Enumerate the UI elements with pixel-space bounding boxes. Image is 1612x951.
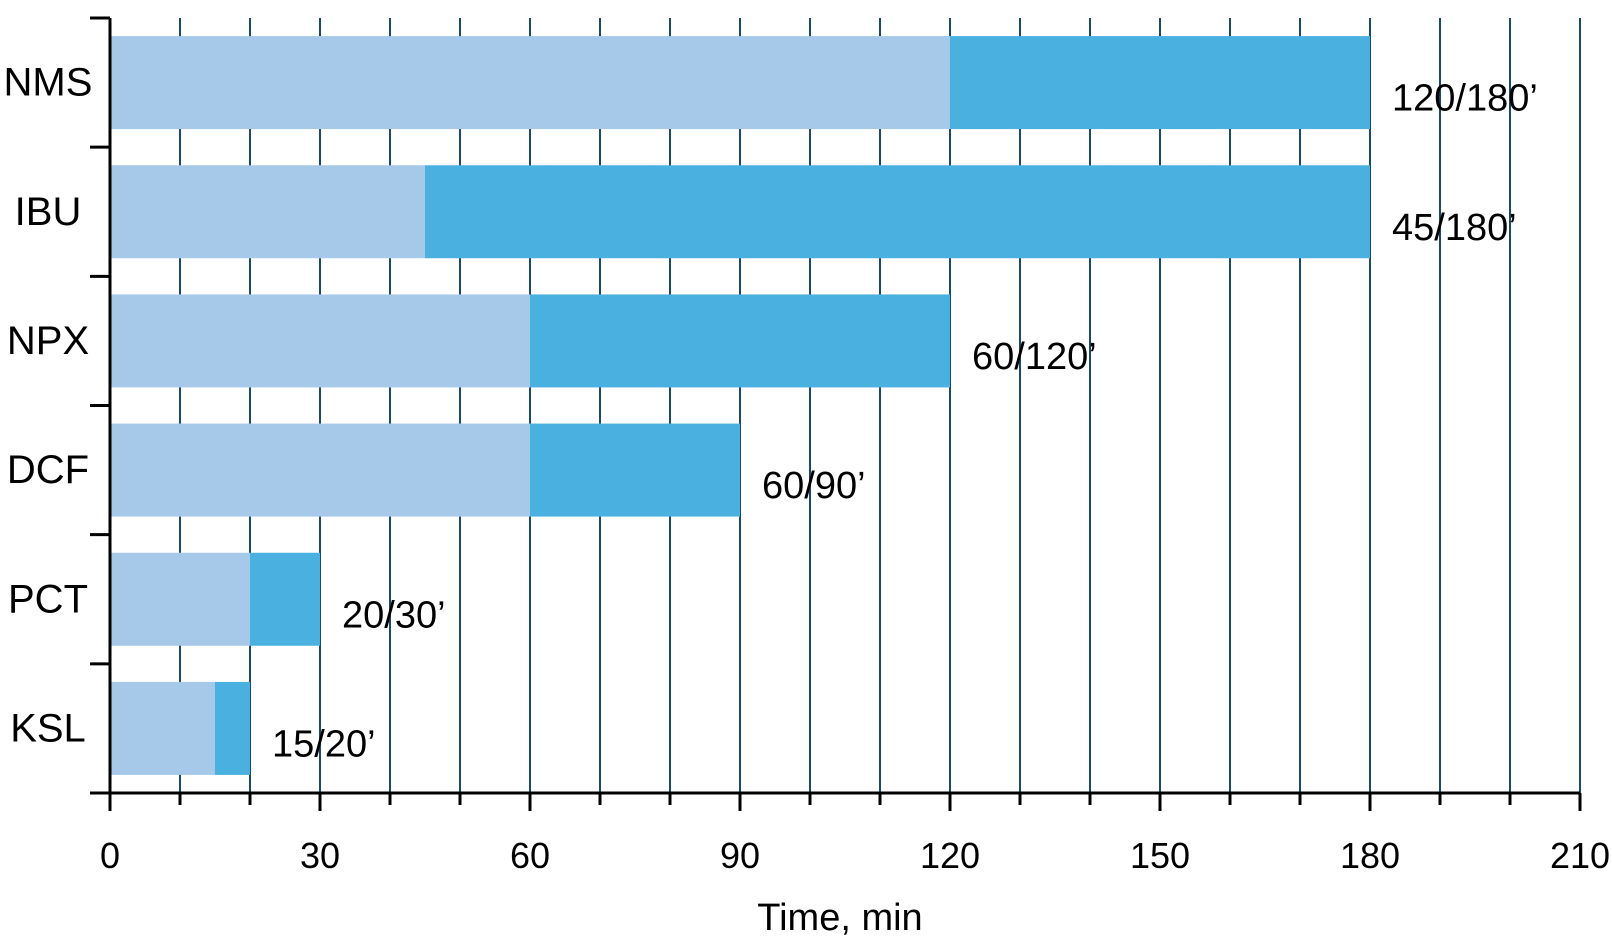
x-tick-label: 30 <box>300 835 340 876</box>
bar-segment-npx-2 <box>530 294 950 388</box>
bar-segment-dcf-1 <box>110 423 530 517</box>
bar-segment-ibu-2 <box>425 165 1370 259</box>
axes-layer <box>90 16 1582 811</box>
bars-layer <box>110 36 1370 775</box>
x-axis-title: Time, min <box>757 897 922 939</box>
x-tick-label: 90 <box>720 835 760 876</box>
x-tick-label: 60 <box>510 835 550 876</box>
x-tick-label: 0 <box>100 835 120 876</box>
category-label: DCF <box>7 448 89 492</box>
bar-segment-ibu-1 <box>110 165 425 259</box>
category-label: PCT <box>8 577 88 621</box>
bar-segment-npx-1 <box>110 294 530 388</box>
data-label: 60/90’ <box>762 465 866 507</box>
data-label: 60/120’ <box>972 336 1097 378</box>
grid-layer <box>179 18 1581 793</box>
bar-segment-nms-1 <box>110 36 950 130</box>
bar-segment-nms-2 <box>950 36 1370 130</box>
x-tick-label: 150 <box>1130 835 1190 876</box>
bar-segment-pct-2 <box>250 552 320 646</box>
bar-segment-ksl-1 <box>110 681 215 775</box>
bar-segment-pct-1 <box>110 552 250 646</box>
bar-segment-dcf-2 <box>530 423 740 517</box>
x-tick-label: 120 <box>920 835 980 876</box>
data-label: 20/30’ <box>342 594 446 636</box>
data-label: 120/180’ <box>1392 78 1538 120</box>
category-label: NPX <box>7 319 89 363</box>
data-label: 45/180’ <box>1392 207 1517 249</box>
data-label: 15/20’ <box>272 723 376 765</box>
x-tick-label: 210 <box>1550 835 1610 876</box>
x-tick-label: 180 <box>1340 835 1400 876</box>
labels-layer: NMS 120/180’ IBU 45/180’ NPX 60/120’ DCF 60/90’… <box>4 61 1610 876</box>
bar-segment-ksl-2 <box>215 681 250 775</box>
category-label: KSL <box>10 706 86 750</box>
category-label: NMS <box>4 61 93 105</box>
category-label: IBU <box>15 190 82 234</box>
